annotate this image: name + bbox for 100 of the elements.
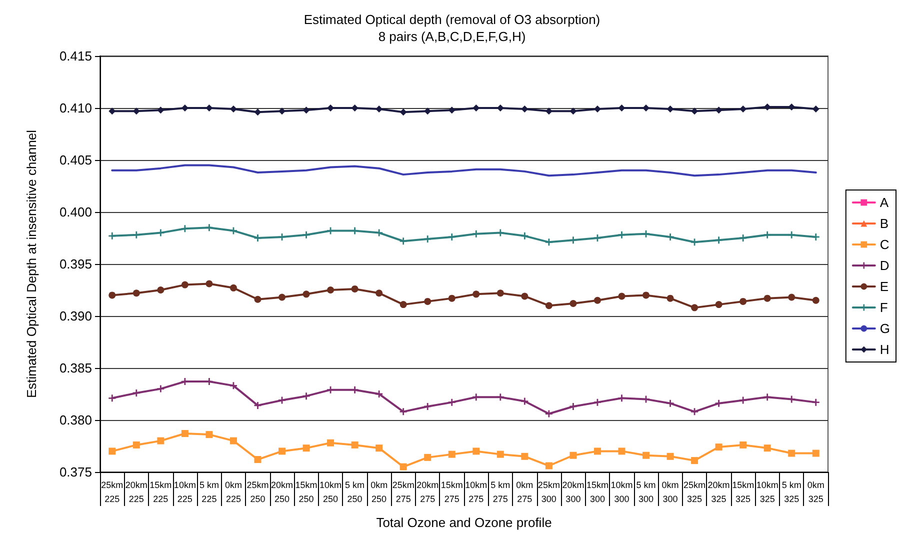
point: [496, 450, 504, 458]
point: [812, 450, 820, 457]
legend-label: A: [880, 195, 889, 210]
point: [254, 402, 262, 409]
point: [157, 229, 164, 236]
point: [424, 454, 432, 461]
point: [618, 231, 626, 238]
point: [472, 104, 480, 112]
point: [594, 398, 601, 406]
point: [351, 285, 358, 292]
x-tick-label: 0km 250: [370, 480, 388, 504]
point: [521, 452, 528, 460]
point: [181, 104, 188, 112]
legend-label: G: [880, 321, 890, 336]
point: [424, 402, 432, 410]
point: [788, 103, 796, 110]
point: [642, 104, 650, 112]
point: [278, 448, 286, 455]
x-tick-label: 0km 325: [807, 480, 824, 504]
chart-subtitle: 8 pairs (A,B,C,D,E,F,G,H): [378, 29, 526, 44]
point: [691, 457, 698, 464]
x-tick-label: 10km 250: [320, 480, 342, 504]
point: [157, 286, 164, 294]
x-tick-label: 20km 225: [125, 480, 148, 504]
point: [230, 437, 237, 444]
x-tick-label: 15km 225: [150, 480, 172, 504]
x-tick-label: 25km 325: [684, 480, 706, 504]
x-tick-label: 5 km 325: [782, 480, 802, 504]
point: [108, 448, 116, 455]
x-tick-label: 25km 275: [392, 480, 414, 504]
point: [521, 106, 528, 113]
point: [666, 106, 674, 113]
point: [448, 398, 456, 406]
point: [254, 108, 262, 116]
point: [642, 292, 650, 299]
chart-title: Estimated Optical depth (removal of O3 absorption): [304, 12, 600, 27]
point: [376, 106, 383, 113]
point: [472, 448, 480, 455]
x-tick-label: 10km 325: [756, 480, 778, 504]
y-tick-label: 0.400: [59, 204, 92, 220]
point: [157, 106, 164, 114]
point: [788, 294, 796, 301]
point: [691, 108, 698, 115]
point: [400, 108, 407, 116]
point: [278, 108, 286, 115]
x-tick-label: 15km 325: [732, 480, 754, 504]
point: [666, 233, 674, 240]
point: [618, 448, 626, 455]
point: [400, 301, 407, 308]
point: [715, 400, 722, 407]
point: [691, 304, 698, 312]
point: [740, 441, 747, 448]
point: [206, 224, 213, 232]
x-tick-label: 15km 300: [586, 480, 608, 504]
point: [545, 462, 552, 470]
x-tick-label: 20km 300: [562, 480, 584, 504]
x-tick-label: 25km 225: [101, 480, 124, 504]
point: [812, 106, 820, 113]
point: [327, 286, 334, 294]
point: [715, 236, 722, 244]
point: [570, 108, 577, 115]
point: [448, 233, 456, 240]
point: [715, 301, 722, 308]
point: [448, 106, 456, 114]
point: [545, 108, 552, 115]
point: [230, 382, 237, 390]
x-tick-label: 15km 250: [295, 480, 318, 504]
point: [740, 106, 747, 113]
point: [376, 229, 383, 236]
point: [327, 439, 334, 446]
x-tick-label: 15km 275: [440, 480, 463, 504]
point: [278, 294, 286, 301]
point: [740, 234, 747, 242]
point: [376, 444, 383, 452]
point: [400, 463, 407, 470]
legend-label: D: [880, 258, 890, 273]
point: [230, 284, 237, 292]
point: [254, 234, 262, 242]
point: [764, 394, 771, 401]
point: [691, 238, 698, 246]
point: [521, 398, 528, 405]
x-tick-label: 5 km 250: [345, 480, 365, 504]
point: [594, 296, 601, 304]
y-tick-label: 0.410: [59, 100, 92, 116]
point: [376, 390, 383, 398]
x-tick-label: 10km 275: [465, 480, 488, 504]
x-tick-label: 5 km 275: [490, 480, 510, 504]
y-tick-label: 0.380: [59, 412, 92, 428]
point: [666, 294, 674, 302]
point: [496, 394, 504, 401]
legend-label: H: [880, 342, 890, 357]
point: [157, 437, 164, 444]
point: [594, 448, 601, 455]
point: [812, 398, 820, 406]
point: [132, 108, 140, 115]
point: [764, 231, 771, 238]
point: [132, 441, 140, 448]
point: [376, 290, 383, 297]
y-tick-label: 0.375: [59, 464, 92, 480]
point: [254, 456, 262, 464]
